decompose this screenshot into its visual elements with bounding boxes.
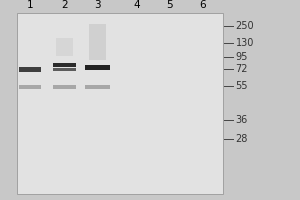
Bar — [53, 63, 76, 67]
Text: 5: 5 — [166, 0, 173, 10]
Bar — [56, 38, 73, 56]
Bar — [19, 85, 41, 89]
Text: 55: 55 — [236, 81, 248, 91]
Text: 6: 6 — [199, 0, 206, 10]
Text: 4: 4 — [133, 0, 140, 10]
Bar — [85, 65, 110, 70]
Bar — [53, 68, 76, 71]
Bar — [16, 13, 223, 194]
Text: 95: 95 — [236, 52, 248, 62]
Text: 130: 130 — [236, 38, 254, 48]
Bar — [19, 66, 41, 72]
Text: 3: 3 — [94, 0, 101, 10]
Bar — [89, 24, 106, 60]
Text: 250: 250 — [236, 21, 254, 31]
Text: 2: 2 — [61, 0, 68, 10]
Bar — [53, 85, 76, 89]
Text: 72: 72 — [236, 64, 248, 74]
Text: 1: 1 — [27, 0, 33, 10]
Text: 28: 28 — [236, 134, 248, 144]
Text: 36: 36 — [236, 115, 248, 125]
Bar — [85, 85, 110, 89]
